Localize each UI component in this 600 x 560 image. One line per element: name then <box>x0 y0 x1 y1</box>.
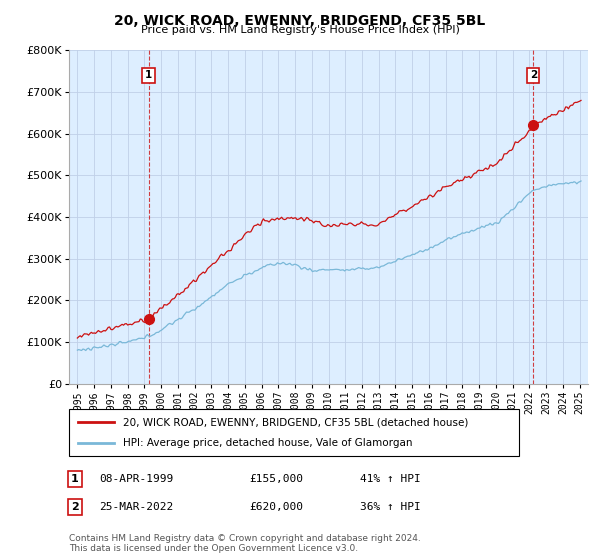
Text: 2: 2 <box>530 71 537 81</box>
Text: Price paid vs. HM Land Registry's House Price Index (HPI): Price paid vs. HM Land Registry's House … <box>140 25 460 35</box>
Text: 20, WICK ROAD, EWENNY, BRIDGEND, CF35 5BL (detached house): 20, WICK ROAD, EWENNY, BRIDGEND, CF35 5B… <box>123 417 469 427</box>
Text: HPI: Average price, detached house, Vale of Glamorgan: HPI: Average price, detached house, Vale… <box>123 438 413 448</box>
Text: 08-APR-1999: 08-APR-1999 <box>99 474 173 484</box>
Text: 1: 1 <box>145 71 152 81</box>
FancyBboxPatch shape <box>69 409 519 456</box>
Text: 1: 1 <box>71 474 79 484</box>
Text: Contains HM Land Registry data © Crown copyright and database right 2024.
This d: Contains HM Land Registry data © Crown c… <box>69 534 421 553</box>
Text: 25-MAR-2022: 25-MAR-2022 <box>99 502 173 512</box>
Text: £155,000: £155,000 <box>249 474 303 484</box>
Text: 20, WICK ROAD, EWENNY, BRIDGEND, CF35 5BL: 20, WICK ROAD, EWENNY, BRIDGEND, CF35 5B… <box>115 14 485 28</box>
Text: 2: 2 <box>71 502 79 512</box>
Text: £620,000: £620,000 <box>249 502 303 512</box>
Text: 36% ↑ HPI: 36% ↑ HPI <box>360 502 421 512</box>
Text: 41% ↑ HPI: 41% ↑ HPI <box>360 474 421 484</box>
